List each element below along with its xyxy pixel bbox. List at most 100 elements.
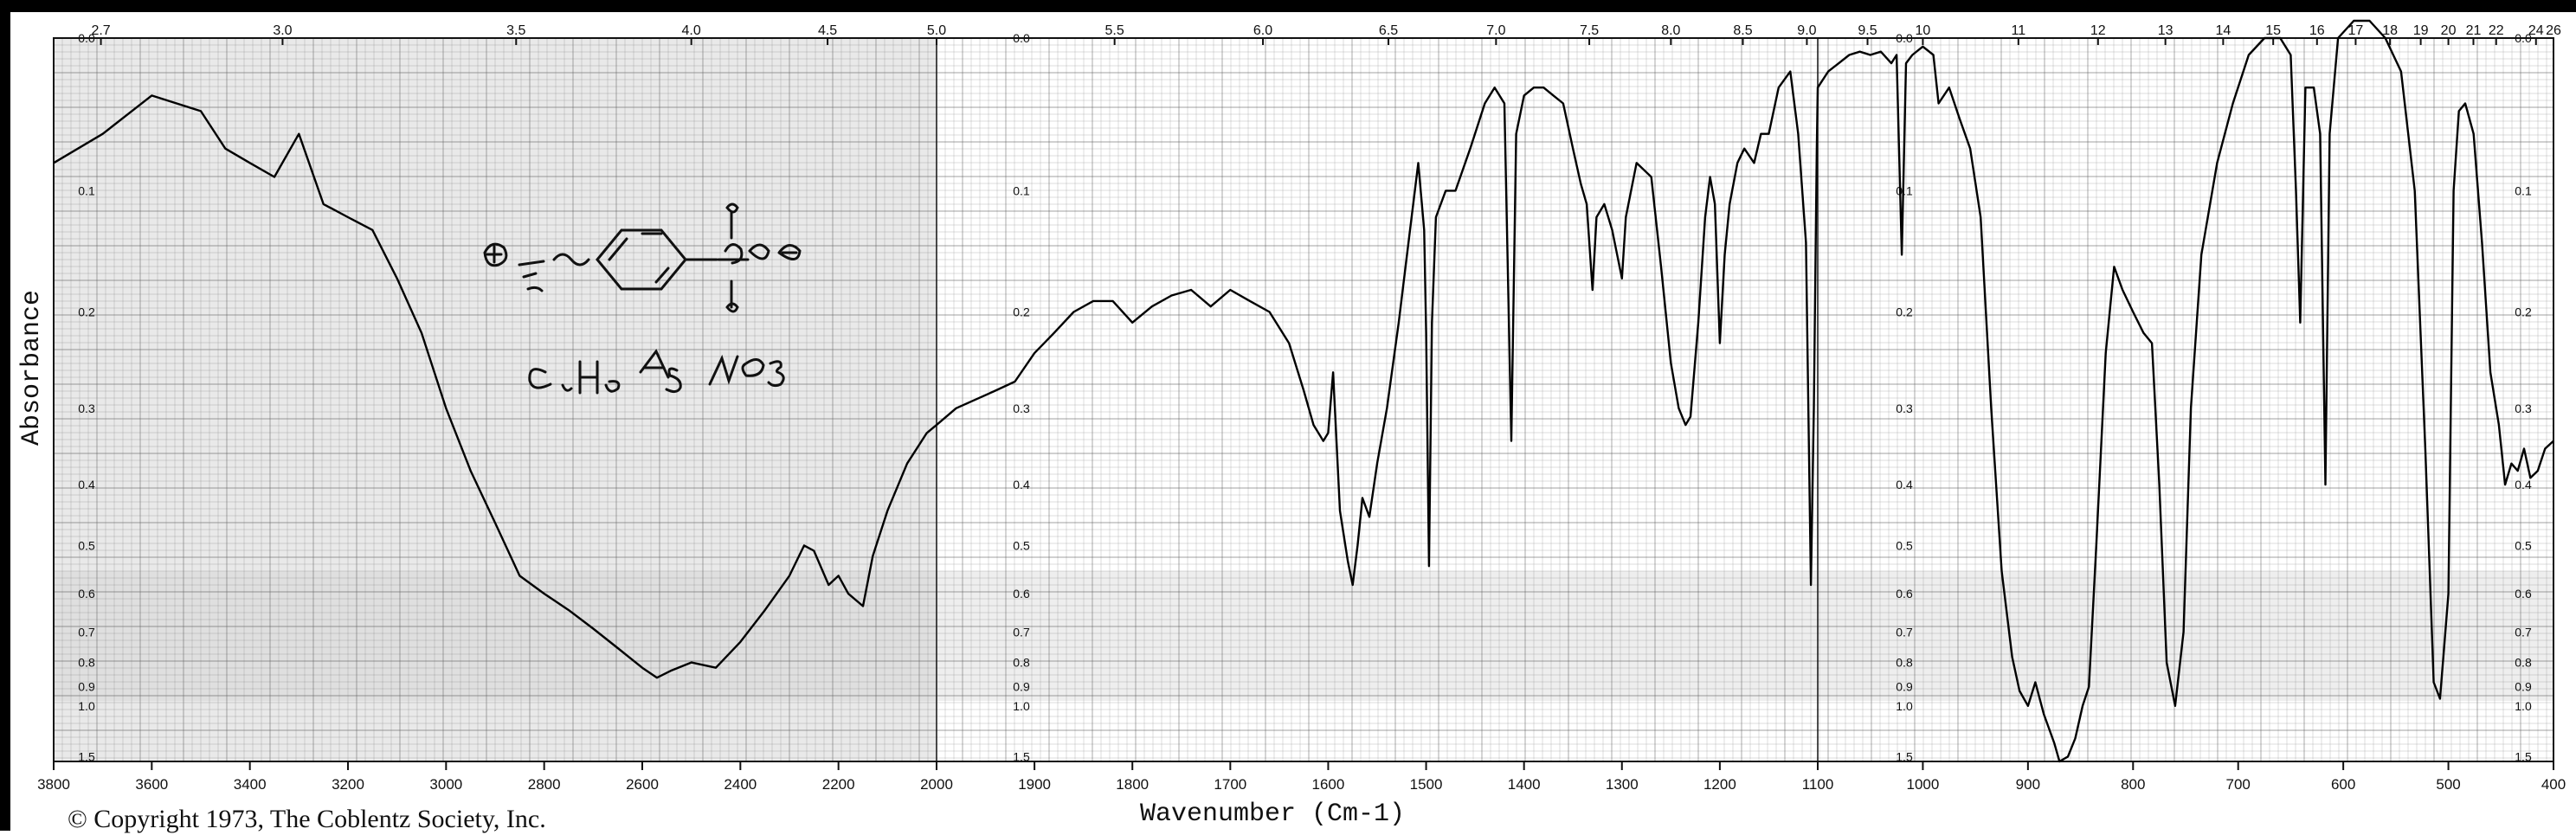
spectrum-point [1890,62,1892,64]
spectrum-point [1778,87,1780,88]
spectrum-point [1948,87,1950,88]
x-tick-label: 1500 [1410,776,1443,793]
x-tick-label: 900 [2016,776,2040,793]
x-tick-label: 400 [2541,776,2566,793]
spectrum-point [421,332,422,334]
spectrum-point [1014,381,1016,382]
y-tick-label: 0.2 [1896,305,1913,318]
spectrum-point [2074,737,2077,739]
top-tick-label: 6.0 [1253,23,1272,38]
y-tick-label: 0.1 [1013,183,1030,197]
spectrum-point [1170,294,1173,297]
spectrum-point [1595,216,1597,218]
y-tick-label: 0.6 [2515,587,2532,601]
spectrum-point [1768,133,1769,135]
spectrum-point [2105,352,2107,354]
spectrum-point [1922,46,1923,48]
x-tick-label: 3600 [135,776,168,793]
top-tick-label: 16 [2309,23,2325,38]
top-tick-label: 8.5 [1733,23,1752,38]
x-tick-label: 2200 [822,776,855,793]
y-tick-label: 0.3 [2515,401,2532,415]
y-tick-label: 0.5 [1896,538,1913,552]
top-tick-label: 3.0 [273,23,292,38]
spectrum-point [1753,162,1755,164]
spectrum-point [347,216,349,218]
spectrum-point [2517,470,2519,472]
spectrum-point [371,229,373,231]
as-bonds [684,210,750,309]
spectrum-point [2200,254,2202,255]
spectrum-point [2523,447,2525,450]
top-tick-label: 5.0 [927,23,946,38]
y-tick-label: 0.7 [1013,625,1030,639]
x-tick-label: 2000 [920,776,953,793]
spectrum-point [617,647,619,649]
spectrum-point [2027,705,2029,707]
top-tick-label: 7.0 [1486,23,1505,38]
spectrum-point [2400,71,2402,73]
chart-grid [53,37,2553,761]
spectrum-point [249,162,251,164]
x-tick-label: 2800 [528,776,561,793]
x-tick-label: 1900 [1018,776,1051,793]
y-tick-label: 0.7 [1896,625,1913,639]
spectrum-point [2368,20,2371,22]
y-tick-label: 0.9 [2515,680,2532,694]
y-tick-label: 0.3 [1896,401,1913,415]
spectrum-point [764,609,766,611]
spectrum-point [1816,148,1818,150]
spectrum-point [2216,162,2218,164]
benzene-inner-bonds [608,232,670,284]
spectrum-point [1789,71,1791,73]
bond-wave [552,253,590,267]
spectrum-point [803,544,805,547]
spectrum-point [1553,94,1555,96]
spectrum-point [2279,37,2281,39]
spectrum-point [1827,71,1829,73]
spectrum-point [102,133,104,135]
y-tick-label: 0.2 [2515,305,2532,318]
spectrum-point [1516,133,1517,135]
spectrum-point [2304,87,2306,88]
y-tick-label: 0.0 [2515,31,2532,45]
top-tick-label: 3.5 [506,23,525,38]
spectrum-point [1736,162,1738,164]
plot-frame [53,37,2554,762]
spectrum-point [200,110,202,112]
top-tick-label: 6.5 [1379,23,1398,38]
top-tick-label: 24 [2528,23,2544,38]
spectrum-point [715,667,717,669]
y-tick-label: 0.1 [78,183,95,197]
spectrum-point [1435,216,1437,218]
spectrum-point [691,662,692,664]
spectrum-point [1347,560,1349,562]
x-tick-label: 1100 [1802,776,1834,793]
spectrum-point [1880,51,1882,53]
spectrum-point [1151,305,1153,307]
y-tick-label: 1.5 [2515,749,2532,763]
spectrum-point [1407,241,1409,243]
spectrum-point [1190,289,1192,291]
spectrum-point [1621,278,1623,279]
y-tick-label: 0.3 [78,401,95,415]
paper-shade-band [54,571,2553,701]
spectrum-point [671,670,673,671]
spectrum-point [2510,463,2512,465]
copyright-notice: © Copyright 1973, The Coblentz Society, … [68,805,546,833]
top-tick-label: 4.5 [818,23,837,38]
y-tick-label: 0.9 [1013,680,1030,694]
y-tick-label: 0.6 [1896,587,1913,601]
spectrum-point [2544,447,2546,450]
spectrum-point [2337,37,2339,39]
y-tick-label: 0.8 [78,656,95,670]
x-tick-label: 3000 [429,776,462,793]
spectrum-point [1398,322,1400,324]
o-minus-circle-1 [748,243,770,260]
spectrum-point [2232,102,2234,105]
x-tick-label: 700 [2226,776,2251,793]
x-tick-label: 1000 [1907,776,1940,793]
x-tick-label: 1300 [1606,776,1639,793]
spectrum-point [862,605,864,607]
